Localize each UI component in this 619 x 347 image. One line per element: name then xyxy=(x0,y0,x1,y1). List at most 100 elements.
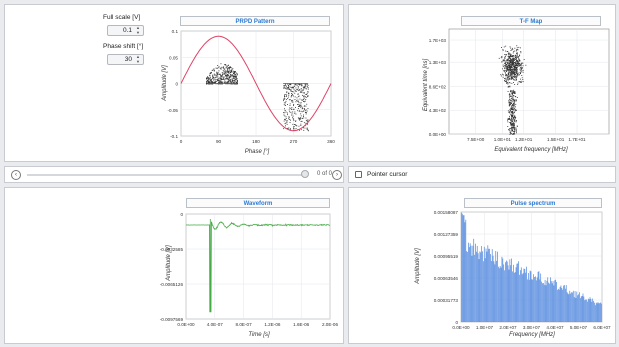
phase-shift-stepper[interactable]: 30 ▲ ▼ xyxy=(107,54,144,65)
navigation-slider-track[interactable] xyxy=(27,174,307,176)
prpd-point xyxy=(305,113,307,115)
prpd-point xyxy=(235,76,237,78)
tf-point xyxy=(510,108,512,110)
pointer-cursor-checkbox[interactable] xyxy=(355,171,362,178)
prpd-point xyxy=(235,80,237,82)
tf-point xyxy=(513,128,515,130)
tf-point xyxy=(512,97,514,99)
spectrum-bar xyxy=(500,267,502,322)
tf-point xyxy=(502,59,504,61)
prpd-point xyxy=(283,84,285,86)
navigation-slider-thumb[interactable] xyxy=(301,170,309,178)
spectrum-bar xyxy=(509,259,511,322)
tf-point xyxy=(520,63,522,65)
prpd-point xyxy=(213,77,215,79)
stepper-down-icon[interactable]: ▼ xyxy=(136,30,140,35)
tf-point xyxy=(508,69,510,71)
prpd-point xyxy=(231,81,233,83)
tf-point xyxy=(506,81,507,83)
spectrum-bar xyxy=(512,271,513,322)
tf-point xyxy=(508,94,510,96)
tf-point xyxy=(516,74,518,76)
tf-point xyxy=(513,60,514,62)
spectrum-ytick-label: 0.00095519 xyxy=(434,254,459,259)
prpd-point xyxy=(234,71,235,72)
prpd-point xyxy=(224,64,226,66)
prpd-xtick-label: 0 xyxy=(180,139,183,144)
tf-point xyxy=(510,100,512,101)
tf-point xyxy=(512,123,514,125)
tf-point xyxy=(512,64,514,66)
spectrum-bar xyxy=(528,279,530,322)
prpd-point xyxy=(212,74,214,76)
tf-point xyxy=(514,129,516,131)
tf-point xyxy=(508,85,510,87)
prpd-point xyxy=(232,79,234,81)
tf-point xyxy=(512,69,513,71)
prpd-point xyxy=(307,96,309,98)
prpd-point xyxy=(303,127,305,129)
prpd-point xyxy=(229,77,231,79)
prpd-point xyxy=(225,72,227,73)
phase-shift-value[interactable]: 30 xyxy=(124,56,132,63)
prpd-point xyxy=(226,73,228,75)
spectrum-bar xyxy=(588,299,590,322)
spectrum-bar xyxy=(591,301,593,322)
spectrum-bar xyxy=(559,286,561,322)
prpd-point xyxy=(233,80,235,82)
prpd-point xyxy=(225,67,227,68)
spectrum-bar xyxy=(556,282,557,322)
tf-point xyxy=(517,61,519,63)
spectrum-bar xyxy=(572,290,574,322)
prpd-point xyxy=(225,71,227,73)
stepper-up-icon[interactable]: ▲ xyxy=(136,25,140,30)
spectrum-bar xyxy=(581,296,583,322)
prpd-point xyxy=(226,78,227,80)
prpd-point xyxy=(295,101,297,103)
tf-point xyxy=(515,69,517,71)
prpd-point xyxy=(210,80,212,82)
prpd-point xyxy=(234,82,236,84)
prpd-point xyxy=(289,122,291,123)
pointer-cursor-toggle[interactable]: Pointer cursor xyxy=(348,166,616,183)
prpd-point xyxy=(214,80,216,82)
stepper-down-icon[interactable]: ▼ xyxy=(136,59,140,64)
tf-point xyxy=(509,122,511,123)
prpd-point xyxy=(285,118,287,119)
tf-point xyxy=(509,59,511,61)
prpd-point xyxy=(217,67,219,69)
tf-point xyxy=(510,90,512,92)
tf-point xyxy=(510,130,512,132)
prpd-point xyxy=(220,80,221,82)
tf-xtick-label: 1.7E+01 xyxy=(568,137,586,142)
prpd-point xyxy=(227,79,229,81)
tf-point xyxy=(511,128,513,130)
prpd-point xyxy=(230,76,231,78)
stepper-up-icon[interactable]: ▲ xyxy=(136,54,140,59)
tf-point xyxy=(511,105,513,107)
spectrum-bar xyxy=(595,302,597,322)
tf-point xyxy=(509,75,510,77)
prpd-point xyxy=(301,91,303,93)
tf-point xyxy=(514,79,516,81)
full-scale-value[interactable]: 0.1 xyxy=(122,27,132,34)
prpd-point xyxy=(297,104,298,105)
prpd-point xyxy=(297,101,299,102)
next-icon[interactable]: › xyxy=(332,170,342,180)
spectrum-bar xyxy=(520,270,521,322)
tf-point xyxy=(514,108,516,110)
tf-point xyxy=(513,104,515,106)
previous-icon[interactable]: ‹ xyxy=(11,170,21,180)
prpd-point xyxy=(302,107,304,109)
prpd-point xyxy=(234,82,235,84)
prpd-point xyxy=(231,69,233,71)
tf-point xyxy=(514,127,515,129)
prpd-point xyxy=(221,76,223,78)
prpd-point xyxy=(285,87,287,89)
prpd-point xyxy=(288,119,290,120)
full-scale-stepper[interactable]: 0.1 ▲ ▼ xyxy=(107,25,144,36)
prpd-point xyxy=(298,110,300,112)
tf-point xyxy=(514,57,515,59)
tf-point xyxy=(512,119,514,121)
prpd-point xyxy=(206,83,208,85)
